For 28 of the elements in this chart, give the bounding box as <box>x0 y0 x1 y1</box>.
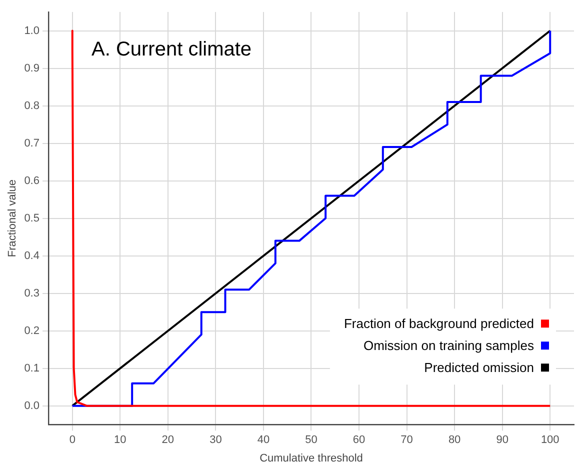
x-tick-label: 50 <box>305 434 318 446</box>
y-tick-label: 0.0 <box>24 400 40 412</box>
x-tick-label: 30 <box>210 434 222 446</box>
legend-label: Predicted omission <box>424 360 534 376</box>
x-axis-title: Cumulative threshold <box>260 452 363 464</box>
x-tick-label: 0 <box>69 434 76 446</box>
y-tick-label: 0.4 <box>24 250 40 262</box>
y-tick-label: 0.6 <box>24 174 40 187</box>
x-tick-label: 60 <box>352 434 366 446</box>
legend-label: Omission on training samples <box>363 338 534 354</box>
y-tick-label: 0.8 <box>24 100 40 112</box>
x-tick-label: 100 <box>540 434 560 446</box>
y-tick-label: 0.2 <box>24 324 40 337</box>
x-tick-label: 20 <box>162 434 174 446</box>
y-tick-label: 0.9 <box>24 62 40 74</box>
y-tick-label: 0.7 <box>24 137 40 150</box>
legend-label: Fraction of background predicted <box>344 316 534 332</box>
y-tick-label: 0.3 <box>24 287 40 300</box>
y-tick-label: 0.5 <box>24 212 40 224</box>
x-tick-label: 10 <box>114 434 126 446</box>
y-tick-label: 0.1 <box>24 362 40 374</box>
y-axis-title: Fractional value <box>6 179 19 258</box>
x-tick-label: 90 <box>496 434 508 446</box>
y-tick-label: 1.0 <box>24 24 40 37</box>
x-tick-label: 70 <box>400 434 413 446</box>
x-tick-label: 40 <box>257 434 270 446</box>
annotation: A. Current climate <box>91 38 252 61</box>
x-tick-label: 80 <box>448 434 461 446</box>
